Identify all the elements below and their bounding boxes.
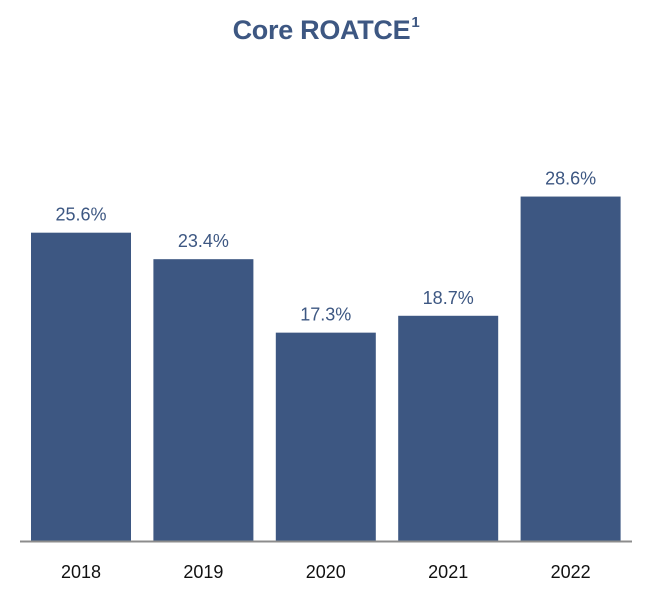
x-tick-label-2020: 2020 xyxy=(306,562,346,582)
chart-title-text: Core ROATCE xyxy=(232,15,411,45)
bar-2018 xyxy=(31,232,131,541)
chart-title: Core ROATCE1 xyxy=(0,14,652,46)
chart-title-footnote-marker: 1 xyxy=(411,14,420,31)
data-label-2021: 18.7% xyxy=(423,288,474,308)
data-label-2018: 25.6% xyxy=(55,205,106,225)
data-label-2019: 23.4% xyxy=(178,231,229,251)
data-label-2020: 17.3% xyxy=(300,305,351,325)
bar-2022 xyxy=(520,196,621,541)
x-tick-label-2022: 2022 xyxy=(551,562,591,582)
x-tick-label-2021: 2021 xyxy=(428,562,468,582)
x-tick-label-2019: 2019 xyxy=(183,562,223,582)
bar-2021 xyxy=(398,315,499,541)
x-tick-label-2018: 2018 xyxy=(61,562,101,582)
bar-2020 xyxy=(275,332,376,541)
data-label-2022: 28.6% xyxy=(545,169,596,189)
bar-2019 xyxy=(153,259,254,541)
